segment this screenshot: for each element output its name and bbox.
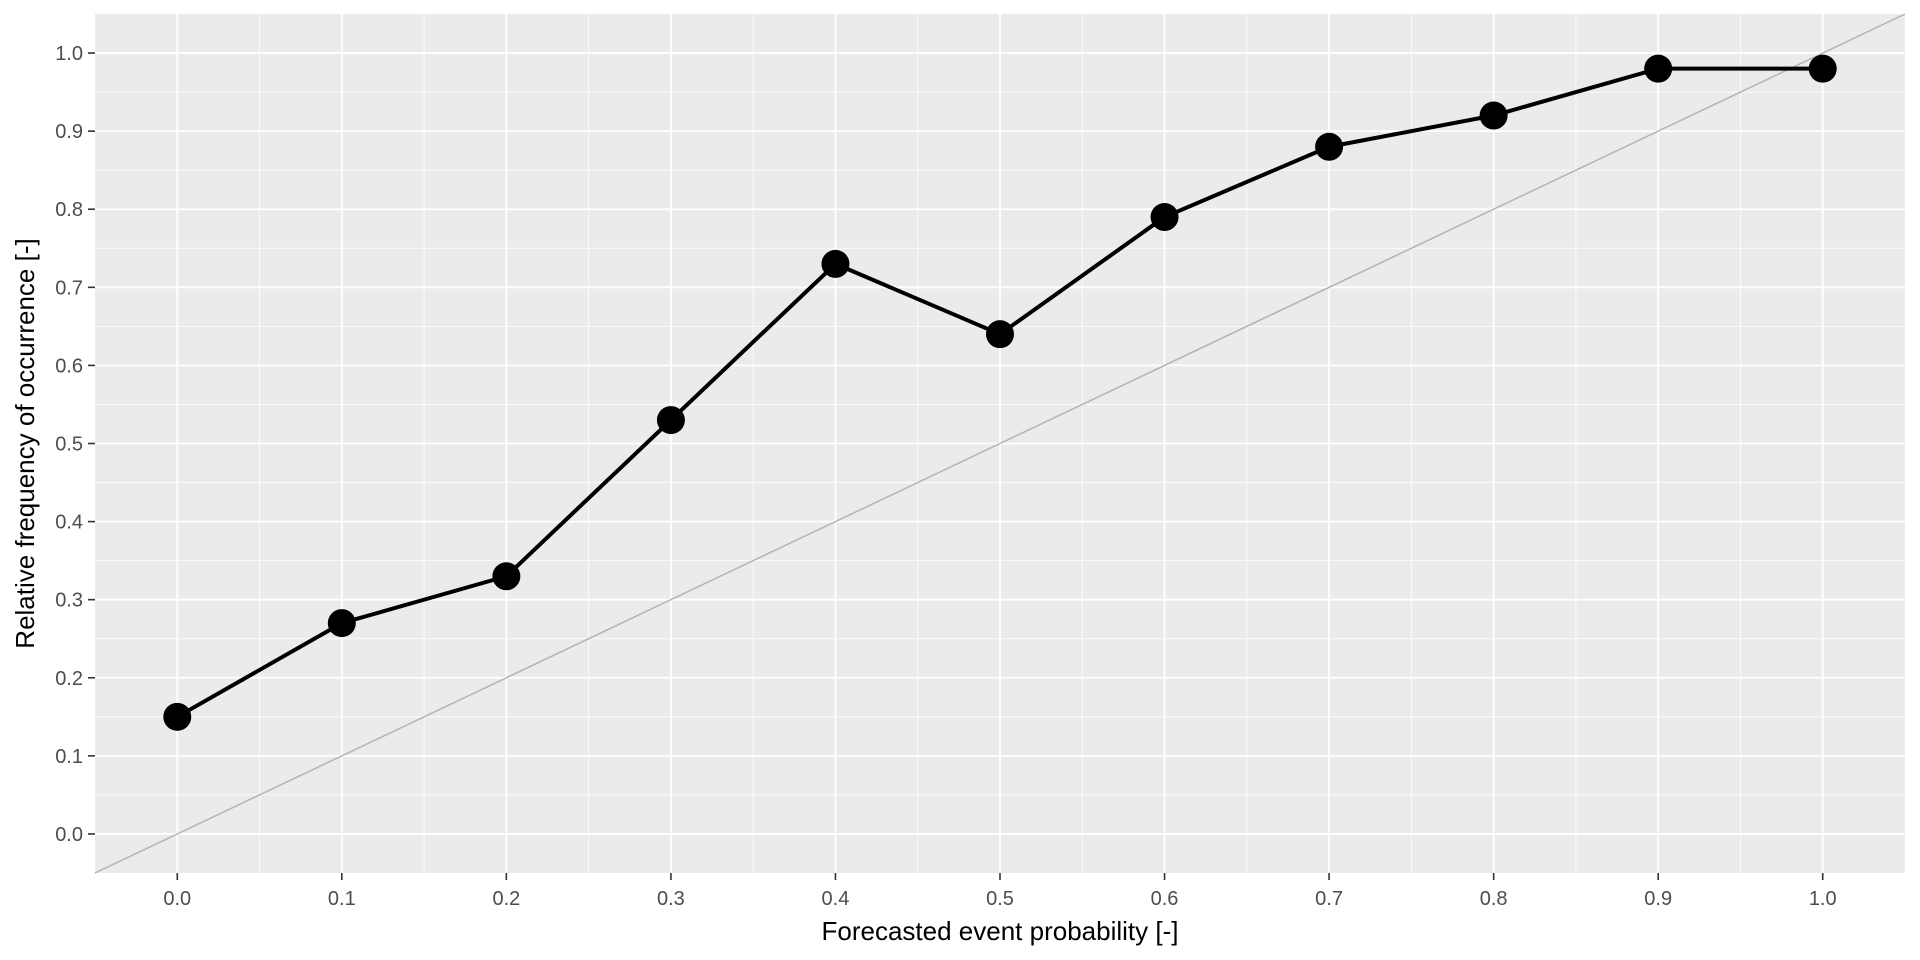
x-tick-label: 0.8	[1480, 888, 1508, 910]
data-point	[821, 249, 850, 278]
data-point	[327, 609, 356, 638]
data-point	[163, 702, 192, 731]
y-tick-label: 0.1	[55, 746, 83, 768]
y-tick-label: 0.8	[55, 199, 83, 221]
y-tick-label: 1.0	[55, 43, 83, 65]
data-point	[1315, 132, 1344, 161]
data-point	[656, 406, 685, 435]
data-point	[1479, 101, 1508, 130]
data-point	[1644, 54, 1673, 83]
reference-layer	[94, 13, 1906, 874]
x-tick-label: 0.4	[822, 888, 850, 910]
x-tick-label: 0.0	[163, 888, 191, 910]
x-axis-ticks: 0.0 0.1 0.2 0.3 0.4 0.5 0.6 0.7 0.8 0.9 1.0	[163, 873, 1837, 910]
series-layer	[163, 54, 1837, 731]
y-tick-label: 0.6	[55, 355, 83, 377]
data-point	[492, 562, 521, 591]
y-tick-label: 0.7	[55, 277, 83, 299]
x-tick-label: 0.6	[1151, 888, 1179, 910]
data-point	[986, 320, 1014, 349]
y-tick-label: 0.9	[55, 121, 83, 143]
y-tick-label: 0.3	[55, 590, 83, 612]
y-axis-ticks: 0.0 0.1 0.2 0.3 0.4 0.5 0.6 0.7 0.8 0.9 1.0	[55, 43, 95, 846]
x-tick-label: 0.9	[1644, 888, 1672, 910]
y-tick-label: 0.5	[55, 434, 83, 456]
y-tick-label: 0.4	[55, 512, 83, 534]
x-tick-label: 0.1	[328, 888, 356, 910]
y-tick-label: 0.0	[55, 824, 83, 846]
x-tick-label: 0.5	[986, 888, 1014, 910]
x-tick-label: 0.2	[492, 888, 520, 910]
reference-diagonal-line	[94, 13, 1906, 874]
x-axis-title: Forecasted event probability [-]	[822, 916, 1179, 946]
y-tick-label: 0.2	[55, 668, 83, 690]
x-tick-label: 0.3	[657, 888, 685, 910]
data-point	[1150, 203, 1179, 232]
x-tick-label: 1.0	[1809, 888, 1837, 910]
y-axis-title: Relative frequency of occurrence [-]	[10, 238, 40, 648]
data-point	[1808, 54, 1837, 83]
x-tick-label: 0.7	[1315, 888, 1343, 910]
